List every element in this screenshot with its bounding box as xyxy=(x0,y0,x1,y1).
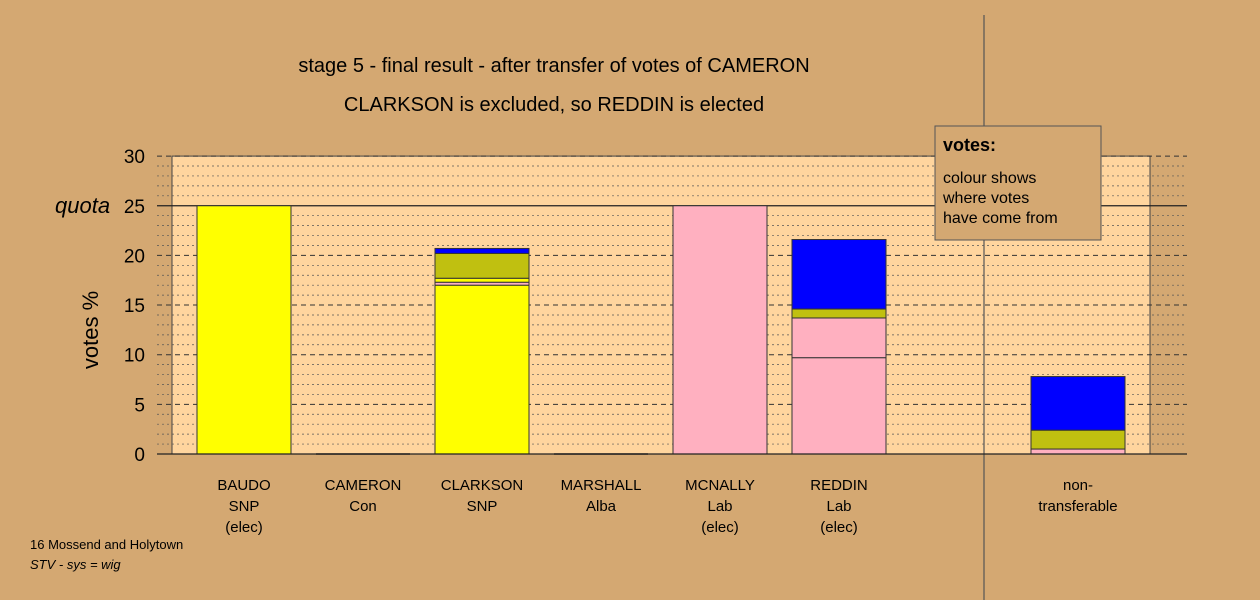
candidate-label: MCNALLY xyxy=(685,477,755,494)
candidate-bar xyxy=(672,205,768,455)
system-note: STV - sys = wig xyxy=(30,557,121,572)
bar-segment xyxy=(791,357,887,455)
y-tick-label: 5 xyxy=(134,395,145,416)
chart-title: stage 5 - final result - after transfer … xyxy=(298,55,809,77)
candidate-bar xyxy=(434,247,530,455)
bar-segment xyxy=(1030,448,1126,455)
legend-box: votes: colour shows where votes have com… xyxy=(934,125,1102,241)
y-tick-label: 10 xyxy=(124,346,145,367)
y-tick-label: 20 xyxy=(124,246,145,267)
candidate-label: REDDIN xyxy=(810,477,868,494)
legend-line: have come from xyxy=(943,210,1058,227)
candidate-label: SNP xyxy=(467,498,498,515)
candidate-label: CLARKSON xyxy=(441,477,524,494)
candidate-label: Alba xyxy=(586,498,617,515)
bar-segment xyxy=(434,247,530,254)
bar-segment xyxy=(434,284,530,455)
candidate-label: MARSHALL xyxy=(561,477,642,494)
candidate-label: CAMERON xyxy=(325,477,402,494)
nontransferable-label: transferable xyxy=(1038,498,1117,515)
quota-label: quota xyxy=(55,193,110,218)
candidate-labels: BAUDO SNP (elec) CAMERON Con CLARKSON SNP MARSH… xyxy=(217,477,1117,536)
y-tick-label: 30 xyxy=(124,147,145,168)
candidate-bar xyxy=(791,239,887,455)
y-axis-title: votes % xyxy=(78,291,103,369)
y-tick-label: 25 xyxy=(124,197,145,218)
nontransferable-label: non- xyxy=(1063,477,1093,494)
legend-line: colour shows xyxy=(943,170,1036,187)
nontransferable-bar xyxy=(1030,376,1126,455)
bar-segment xyxy=(434,252,530,279)
y-tick-label: 15 xyxy=(124,296,145,317)
legend-heading: votes: xyxy=(943,135,996,155)
y-axis: 0 5 10 15 20 25 30 xyxy=(124,147,1187,466)
candidate-label: Con xyxy=(349,498,377,515)
candidate-label: (elec) xyxy=(225,519,263,536)
candidate-bar xyxy=(196,205,292,455)
bar-segment xyxy=(672,205,768,455)
chart-subtitle: CLARKSON is excluded, so REDDIN is elect… xyxy=(344,94,764,116)
bars xyxy=(196,205,1126,455)
candidate-label: Lab xyxy=(707,498,732,515)
bar-segment xyxy=(1030,376,1126,431)
bar-segment xyxy=(196,205,292,455)
legend-line: where votes xyxy=(942,190,1029,207)
candidate-label: (elec) xyxy=(820,519,858,536)
candidate-label: (elec) xyxy=(701,519,739,536)
bar-segment xyxy=(791,317,887,359)
candidate-label: SNP xyxy=(229,498,260,515)
legend-background xyxy=(934,125,1102,241)
bar-segment xyxy=(1030,429,1126,450)
candidate-label: Lab xyxy=(826,498,851,515)
y-tick-label: 0 xyxy=(134,445,145,466)
bar-segment xyxy=(791,239,887,310)
constituency-name: 16 Mossend and Holytown xyxy=(30,537,183,552)
candidate-label: BAUDO xyxy=(217,477,270,494)
bar-segment xyxy=(434,277,530,283)
bar-segment xyxy=(791,308,887,319)
